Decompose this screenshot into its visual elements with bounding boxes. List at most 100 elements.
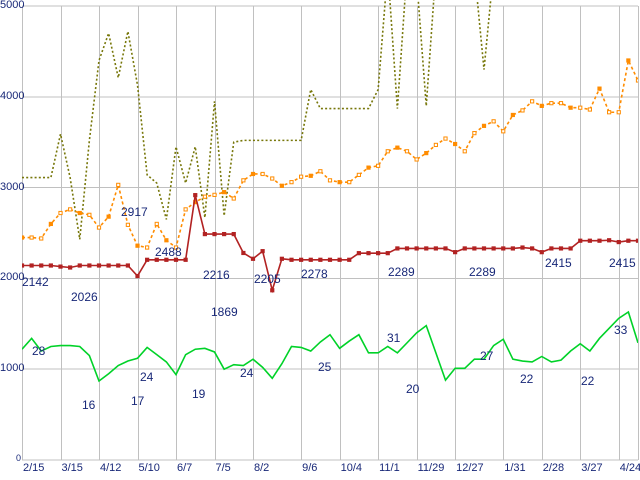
series-marker-red-squares [356,251,361,256]
series-marker-red-squares [58,264,63,269]
series-marker-orange-squares [183,207,188,212]
x-axis-tick-label: 2/15 [23,462,45,474]
x-axis-tick-label: 12/27 [456,462,484,474]
series-marker-orange-squares [260,171,265,177]
series-marker-orange-squares [347,180,352,185]
series-marker-orange-squares [125,222,130,227]
series-marker-red-squares [202,231,207,237]
data-point-label: 2415 [609,256,636,270]
series-marker-red-squares [327,257,333,262]
series-marker-red-squares [48,263,53,268]
series-marker-orange-squares [366,165,371,170]
series-marker-orange-squares [96,225,102,230]
series-marker-orange-squares [327,178,333,183]
data-point-label: 1869 [211,305,238,319]
series-marker-orange-squares [491,119,496,124]
series-marker-red-squares [626,238,631,243]
y-axis-tick-label: 3000 [0,180,25,193]
series-marker-red-squares [39,263,44,268]
series-marker-orange-squares [453,141,458,147]
x-axis-tick-label: 11/29 [417,462,445,474]
series-marker-red-squares [231,231,236,237]
series-marker-red-squares [395,246,400,251]
series-marker-orange-squares [395,145,400,150]
series-marker-red-squares [385,251,390,256]
series-marker-orange-squares [626,58,631,63]
series-marker-red-squares [22,263,25,268]
series-marker-orange-squares [58,210,63,216]
y-axis-tick-label: 1000 [0,362,25,375]
data-point-label: 2142 [22,275,49,289]
series-marker-orange-squares [318,169,323,174]
series-line-green-line [22,310,638,383]
series-marker-red-squares [520,245,525,250]
x-axis-tick-label: 10/4 [340,462,363,474]
series-marker-red-squares [299,257,304,262]
data-point-label: 2278 [301,267,328,281]
y-axis-tick-label: 4000 [0,89,25,102]
series-marker-red-squares [376,251,381,256]
series-marker-orange-squares [116,182,121,187]
data-point-label: 19 [192,387,206,401]
series-marker-orange-squares [568,105,573,110]
series-marker-orange-squares [145,245,150,250]
series-marker-orange-squares [520,108,525,113]
series-marker-red-squares [462,246,467,251]
series-marker-red-squares [68,265,73,270]
data-point-label: 22 [581,374,595,388]
series-marker-orange-squares [241,178,246,183]
series-marker-orange-squares [77,210,82,216]
series-marker-red-squares [424,246,429,251]
series-marker-orange-squares [231,196,236,201]
series-marker-orange-squares [510,112,515,118]
series-marker-red-squares [106,263,111,268]
series-marker-red-squares [453,250,458,255]
data-point-label: 31 [387,331,401,345]
series-marker-red-squares [491,246,496,251]
series-marker-red-squares [154,257,159,262]
series-group [22,0,638,383]
data-point-label: 28 [32,344,46,358]
data-point-label: 24 [140,370,154,384]
series-marker-red-squares [164,257,169,262]
x-axis-tick-label: 1/31 [504,462,526,474]
series-marker-red-squares [241,250,246,256]
x-axis-tick-label: 11/1 [379,462,400,474]
series-marker-orange-squares [481,123,487,128]
series-marker-orange-squares [501,129,506,134]
y-axis-tick-label: 5000 [0,0,25,11]
series-marker-red-squares [510,246,515,251]
data-point-label: 25 [318,360,332,374]
series-marker-red-squares [135,273,140,279]
data-point-label: 2026 [71,290,98,304]
series-marker-orange-squares [597,86,602,91]
series-marker-red-squares [193,193,198,198]
data-point-label: 2917 [121,205,148,219]
series-marker-orange-squares [530,99,535,104]
series-marker-orange-squares [539,103,544,108]
series-marker-orange-squares [173,245,179,250]
data-point-label: 2488 [155,245,182,259]
series-marker-red-squares [635,238,638,243]
series-line-red-squares [22,194,638,294]
series-marker-orange-squares [424,151,429,156]
series-marker-red-squares [414,246,419,251]
x-axis-tick-label: 3/15 [61,462,83,474]
series-line-olive-dashed [22,0,492,240]
series-marker-red-squares [597,238,602,243]
x-axis-tick-label: 2/28 [542,462,565,474]
series-marker-orange-squares [164,238,169,243]
series-marker-red-squares [404,246,410,251]
series-marker-orange-squares [462,149,467,154]
series-marker-red-squares [308,257,313,262]
series-marker-red-squares [318,257,323,262]
data-point-label: 2415 [545,256,572,270]
series-marker-orange-squares [106,214,111,219]
data-point-label: 24 [240,366,254,380]
data-point-label: 2289 [469,265,496,279]
series-marker-orange-squares [48,221,53,227]
series-marker-orange-squares [202,194,207,199]
data-point-label: 27 [480,349,494,363]
data-point-label: 20 [406,382,420,396]
series-marker-red-squares [270,288,275,293]
